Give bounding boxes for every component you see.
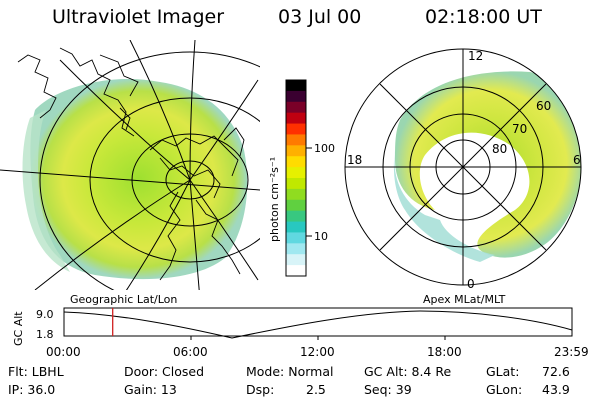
instrument-title: Ultraviolet Imager [52,6,225,28]
meridian-line [129,40,191,181]
glat-value: 72.6 [542,364,570,379]
latitude-circle-outer [39,51,260,290]
dsp-label: Dsp: [246,382,275,397]
colorbar [286,80,306,277]
mlt-label-0: 0 [467,277,475,291]
meridian-line [125,179,191,290]
mode-info: Mode: Normal [246,364,334,379]
colorbar-segment [286,101,306,114]
magnetic-panel-label: Apex MLat/MLT [423,293,506,306]
colorbar-segment [286,123,306,136]
ip-info: IP: 36.0 [8,382,56,397]
meridian-line [0,169,260,191]
timeline-xtick-1200: 12:00 [300,345,335,359]
filter-info: Flt: LBHL [8,364,64,379]
colorbar-unit-label: photon cm⁻²s⁻¹ [268,157,281,242]
colorbar-segment [286,145,306,157]
door-info: Door: Closed [124,364,205,379]
timeline-xtick-1800: 18:00 [427,345,462,359]
timeline-ytick-bottom: 1.8 [36,328,54,341]
glat-label: GLat: [486,364,520,379]
timeline-xtick-0000: 00:00 [46,345,81,359]
latitude-circle-60 [89,97,260,263]
colorbar-segment [286,156,306,168]
colorbar-segment [286,221,306,234]
observation-date: 03 Jul 00 [278,6,362,28]
mlat-label-80: 80 [492,142,507,156]
meridian-line [189,179,259,281]
mlt-label-18: 18 [347,153,362,167]
colorbar-segment [286,210,306,223]
meridian-line [34,179,191,290]
mlat-label-70: 70 [512,122,527,136]
mlt-label-6: 6 [573,153,581,167]
geographic-map-panel [0,40,260,290]
colorbar-segment [286,80,306,92]
magnetic-map-panel: 12 18 6 0 60 70 80 [344,48,582,291]
colorbar-tick-100: 100 [314,142,335,155]
colorbar-segment [286,167,306,179]
coastlines [17,47,245,281]
colorbar-frame [285,79,307,277]
gc-alt-info: GC Alt: 8.4 Re [364,364,452,379]
geographic-panel-label: Geographic Lat/Lon [70,293,177,306]
mlat-label-60: 60 [536,99,551,113]
colorbar-segment [286,178,306,190]
seq-info: Seq: 39 [364,382,412,397]
glon-label: GLon: [486,382,523,397]
meridian-line [189,179,200,290]
gc-altitude-curve [63,310,573,339]
colorbar-segment [286,243,306,255]
colorbar-segment [286,265,306,277]
mlt-line-diagonal [379,83,547,251]
colorbar-segment [286,199,306,212]
timeline-axis-label: GC Alt [12,311,25,346]
timeline-xtick-0600: 06:00 [173,345,208,359]
colorbar-segment [286,188,306,201]
colorbar-tick-10: 10 [314,230,328,243]
colorbar-segment [286,254,306,266]
meridian-line [189,79,259,181]
colorbar-segment [286,90,306,103]
colorbar-segment [286,134,306,146]
right-emission-fringe [393,150,495,262]
observation-time: 02:18:00 UT [425,6,542,28]
timeline-ytick-top: 9.0 [36,308,54,321]
meridian-line [189,40,196,181]
gain-info: Gain: 13 [124,382,177,397]
colorbar-segment [286,112,306,125]
colorbar-segment [286,232,306,244]
dsp-value: 2.5 [306,382,326,397]
left-auroral-emission [30,78,248,280]
left-emission-fringe [22,110,70,272]
timeline-xtick-2359: 23:59 [554,345,589,359]
mlt-label-12: 12 [468,49,483,63]
glon-value: 43.9 [542,382,570,397]
